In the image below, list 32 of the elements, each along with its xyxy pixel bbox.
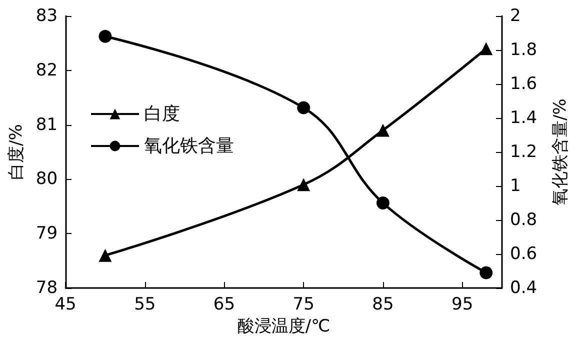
x-tick-label: 85 (372, 294, 394, 314)
x-axis-title: 酸浸温度/℃ (237, 316, 330, 336)
point (98, 248, 112, 262)
y2-tick-label: 1.8 (510, 40, 538, 60)
y2-tick-label: 0.8 (510, 210, 538, 230)
point (98, 30, 112, 43)
x-tick-label: 95 (452, 294, 474, 314)
y-tick-label: 82 (36, 60, 58, 80)
y-tick-label: 81 (36, 114, 58, 135)
y2-tick-label: 2 (510, 6, 521, 26)
y2-axis-title: 氧化铁含量/% (550, 98, 570, 206)
y2-tick-label: 1.2 (510, 142, 538, 162)
x-tick-label: 75 (292, 294, 314, 314)
y-tick-label: 83 (36, 6, 58, 26)
point (376, 196, 390, 210)
point (297, 178, 310, 192)
y2-tick-label: 0.4 (510, 278, 538, 298)
point (376, 124, 390, 137)
y-axis-title: 白度/% (6, 124, 26, 180)
y-tick-label: 79 (36, 224, 58, 244)
point (480, 266, 493, 280)
y2-tick-label: 1.6 (510, 74, 538, 94)
y-tick-label: 80 (36, 169, 58, 190)
legend-label: 白度 (144, 104, 180, 124)
y2-tick-label: 1.4 (510, 108, 538, 128)
y2-tick-label: 0.6 (510, 244, 538, 264)
x-tick-label: 55 (134, 294, 156, 314)
legend-label: 氧化铁含量 (144, 136, 234, 156)
x-tick-label: 65 (213, 294, 236, 314)
y2-tick-label: 1 (510, 176, 521, 196)
point (480, 42, 493, 56)
point (297, 101, 310, 114)
